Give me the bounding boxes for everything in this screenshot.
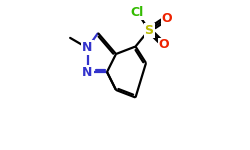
Text: N: N [82, 42, 93, 54]
Text: S: S [144, 24, 154, 36]
Text: O: O [162, 12, 172, 24]
Text: Cl: Cl [130, 6, 143, 18]
Text: O: O [159, 39, 169, 51]
Text: N: N [82, 66, 93, 78]
